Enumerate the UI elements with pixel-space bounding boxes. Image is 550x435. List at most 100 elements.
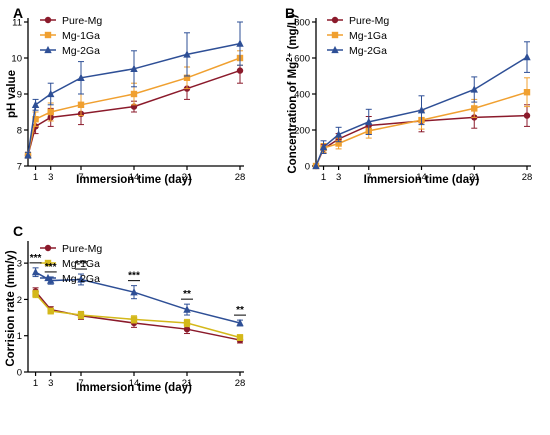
significance-label: *** (75, 259, 87, 270)
legend-label: Pure-Mg (349, 15, 389, 27)
x-tick-label: 14 (129, 172, 140, 183)
data-point (130, 90, 138, 98)
x-tick-label: 7 (78, 378, 83, 389)
y-tick-label: 9 (17, 90, 22, 101)
y-tick-label: 10 (11, 54, 22, 65)
data-point (236, 334, 244, 341)
panel-b: B 0 200 400 600 800 1 3 7 14 21 28 Immersion time (… (285, 5, 533, 186)
x-tick-label: 1 (33, 172, 38, 183)
data-point (77, 101, 85, 108)
x-axis-label: Immersion time (day) (76, 174, 192, 186)
legend-label: Mg-2Ga (62, 273, 100, 285)
data-point (183, 319, 191, 327)
data-point (523, 89, 531, 96)
panel-b-letter: B (285, 5, 295, 21)
x-tick-label: 28 (235, 172, 246, 183)
y-axis-label: Concentration of Mg2+ (mg/L) (285, 14, 300, 173)
x-tick-label: 3 (48, 172, 53, 183)
data-point (32, 116, 39, 123)
legend-marker (44, 259, 52, 267)
x-tick-label: 7 (366, 172, 371, 183)
x-tick-label: 14 (416, 172, 427, 183)
legend-marker (44, 273, 52, 282)
data-point (77, 311, 85, 319)
data-point (365, 117, 373, 126)
significance-label: ** (183, 289, 191, 300)
data-point (31, 268, 40, 276)
significance-label: *** (30, 253, 42, 264)
y-tick-label: 3 (17, 259, 22, 270)
significance-label: *** (128, 271, 140, 282)
data-point (470, 85, 478, 93)
y-tick-label: 2 (17, 295, 22, 306)
y-tick-label: 600 (294, 54, 310, 65)
panel-a-letter: A (13, 5, 23, 21)
data-point (183, 305, 191, 313)
data-point (183, 74, 191, 81)
data-point (47, 307, 54, 315)
significance-label: *** (45, 262, 57, 273)
y-tick-label: 400 (294, 90, 310, 101)
data-point (319, 142, 328, 151)
y-tick-label: 7 (17, 162, 22, 173)
legend-label: Mg-2Ga (62, 45, 100, 57)
legend-label: Mg-1Ga (349, 30, 387, 42)
legend-label: Mg-1Ga (62, 30, 100, 42)
legend-marker (44, 31, 52, 39)
data-point (32, 290, 39, 298)
x-tick-label: 3 (336, 172, 341, 183)
series-mg-2ga (312, 41, 531, 170)
legend-label: Mg-1Ga (62, 258, 100, 270)
data-point (77, 275, 85, 283)
y-tick-label: 0 (17, 368, 22, 379)
x-tick-label: 21 (182, 172, 193, 183)
y-tick-label: 0 (305, 162, 310, 173)
y-tick-label: 11 (12, 18, 22, 29)
data-point (130, 316, 138, 323)
data-point (47, 89, 55, 98)
legend-marker (44, 16, 52, 24)
data-point (523, 52, 531, 61)
data-point (31, 100, 40, 108)
legend-label: Mg-2Ga (349, 45, 387, 57)
data-point (24, 151, 32, 159)
data-point (130, 64, 138, 72)
x-tick-label: 28 (522, 172, 533, 183)
data-point (236, 318, 244, 327)
y-axis-label: pH value (6, 70, 18, 118)
series-mg-2ga (24, 21, 244, 159)
x-tick-label: 1 (321, 172, 326, 183)
x-tick-label: 3 (48, 378, 53, 389)
data-point (130, 287, 138, 296)
data-point (335, 140, 342, 147)
panel-c-letter: C (13, 223, 23, 239)
x-tick-label: 28 (235, 378, 246, 389)
x-tick-label: 1 (33, 378, 38, 389)
legend-label: Pure-Mg (62, 15, 102, 27)
data-point (523, 112, 531, 119)
y-tick-label: 1 (17, 331, 22, 342)
data-point (77, 73, 85, 81)
x-axis-label: Immersion time (day) (364, 174, 480, 186)
legend-marker (331, 16, 339, 24)
x-axis-label: Immersion time (day) (76, 382, 192, 394)
y-tick-label: 8 (17, 126, 22, 137)
data-point (183, 325, 191, 333)
data-point (312, 161, 320, 170)
data-point (334, 130, 343, 138)
data-point (236, 39, 244, 47)
legend-marker (44, 244, 52, 252)
data-point (47, 108, 54, 116)
legend-marker (44, 45, 52, 54)
significance-label: ** (236, 305, 244, 316)
x-tick-label: 21 (182, 378, 193, 389)
y-tick-label: 200 (294, 126, 310, 137)
x-tick-label: 21 (469, 172, 480, 183)
data-point (471, 105, 478, 112)
x-tick-label: 14 (129, 378, 140, 389)
data-point (417, 106, 426, 114)
data-point (183, 50, 191, 58)
